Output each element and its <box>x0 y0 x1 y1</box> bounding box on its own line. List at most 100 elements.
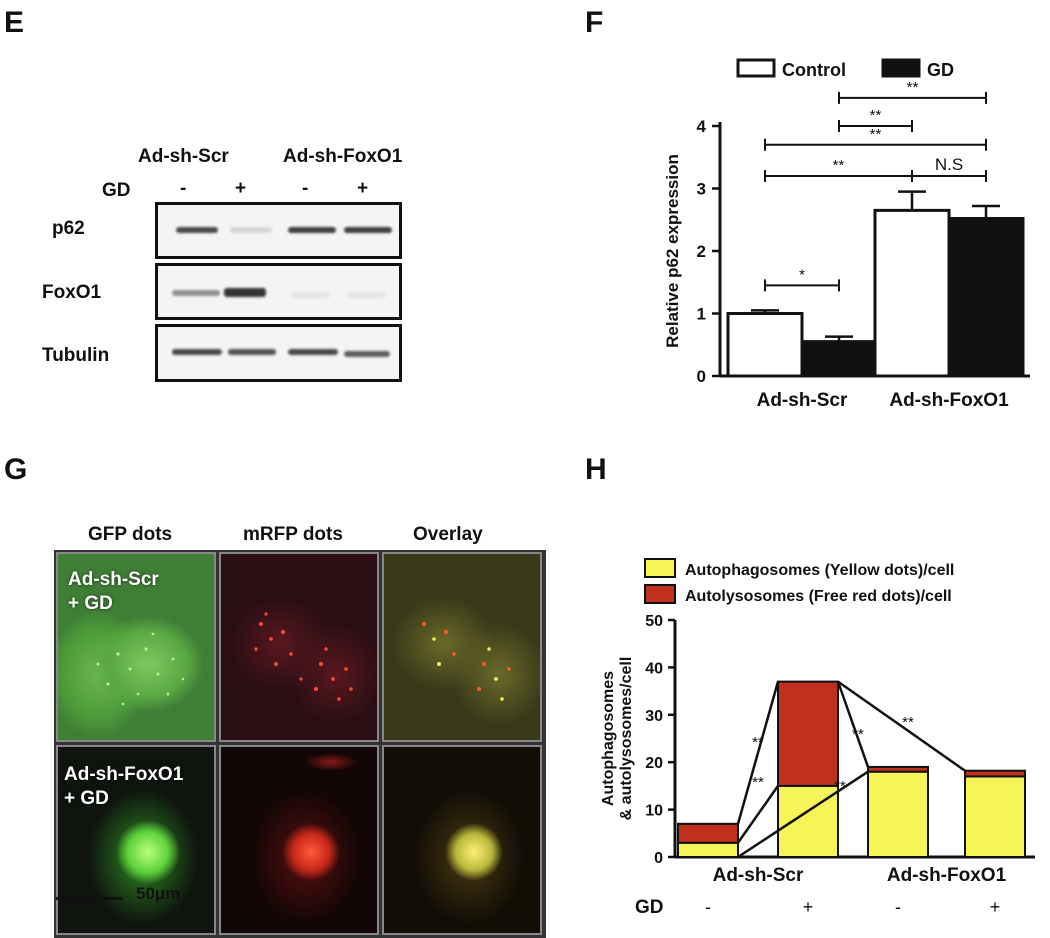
y-tick-label: 20 <box>645 755 663 772</box>
y-tick-label: 40 <box>645 660 663 677</box>
micro-column-label: GFP dots <box>88 524 173 545</box>
blot-band <box>176 227 218 233</box>
stacked-bar-segment <box>964 769 1026 778</box>
micro-row-label: Ad-sh-Scr + GD <box>68 569 159 614</box>
legend-swatch <box>881 58 921 78</box>
legend-swatch <box>644 584 676 604</box>
significance-label: ** <box>752 774 764 791</box>
micro-image-mrfp-scr <box>219 552 379 742</box>
bar <box>873 208 951 378</box>
y-tick-label: 1 <box>697 305 706 324</box>
stacked-bar-segment <box>867 770 929 858</box>
x-group-label: Ad-sh-FoxO1 <box>887 865 1007 886</box>
micro-image-overlay-foxo1 <box>382 745 542 935</box>
significance-label: ** <box>907 79 919 96</box>
blot-gd-sign: + <box>357 178 369 199</box>
y-tick-label: 2 <box>697 242 706 261</box>
significance-label: ** <box>870 107 882 124</box>
p62-bar-chart: Control GD 0 1 2 3 4 Relative p62 expression Ad… <box>663 58 1030 411</box>
blot-strip-foxo1 <box>155 263 402 320</box>
significance-label: ** <box>902 714 914 731</box>
blot-row-label: FoxO1 <box>42 282 102 303</box>
blot-band <box>348 292 386 298</box>
significance-label: ** <box>834 778 846 795</box>
micro-image-overlay-scr <box>382 552 542 742</box>
significance-label: ** <box>870 126 882 143</box>
micro-row-label: Ad-sh-FoxO1 + GD <box>64 764 184 809</box>
y-axis-label: & autolysosomes/cell <box>618 657 635 821</box>
autophagy-stacked-chart: Autophagosomes (Yellow dots)/cell Autolys… <box>600 558 1035 917</box>
stacked-bar-segment <box>867 765 929 773</box>
stacked-bar-segment <box>777 680 839 787</box>
x-category-label: Ad-sh-FoxO1 <box>889 390 1009 411</box>
blot-band <box>230 227 272 233</box>
blot-band <box>344 227 392 233</box>
x-category-label: Ad-sh-Scr <box>757 390 848 411</box>
y-axis-label: Relative p62 expression <box>663 154 682 348</box>
y-tick-label: 50 <box>645 613 663 630</box>
blot-strip-p62 <box>155 202 402 259</box>
y-tick-label: 4 <box>697 117 707 136</box>
significance-label: ** <box>752 734 764 751</box>
x-gd-sign: + <box>803 897 814 917</box>
blot-band <box>288 349 338 355</box>
significance-line <box>736 785 780 844</box>
legend-label: GD <box>927 60 954 80</box>
panel-label-f: F <box>585 6 604 39</box>
blot-row-label: p62 <box>52 218 85 239</box>
x-group-label: Ad-sh-Scr <box>713 865 804 886</box>
micro-grid: Ad-sh-Scr + GD <box>54 550 546 938</box>
bar <box>947 217 1025 378</box>
significance-line <box>737 770 869 859</box>
bar <box>800 340 878 378</box>
legend-label: Autolysosomes (Free red dots)/cell <box>685 588 952 605</box>
x-gd-sign: - <box>705 897 711 917</box>
blot-row-label: Tubulin <box>42 345 110 366</box>
blot-gd-sign: - <box>180 178 187 199</box>
y-tick-label: 10 <box>645 803 663 820</box>
green-dot-pattern <box>96 632 185 706</box>
scale-bar-label: 50μm <box>136 884 181 903</box>
significance-label: N.S <box>935 155 963 174</box>
x-gd-sign: - <box>895 897 901 917</box>
significance-line <box>837 680 966 772</box>
legend-label: Control <box>782 60 846 80</box>
panel-label-h: H <box>585 453 607 486</box>
blot-band <box>292 292 330 298</box>
blot-strip-tubulin <box>155 324 402 382</box>
legend-label: Autophagosomes (Yellow dots)/cell <box>685 562 954 579</box>
y-axis-label: Autophagosomes <box>600 671 617 806</box>
scale-bar <box>56 897 122 900</box>
panel-label-g: G <box>4 453 28 486</box>
stacked-bar-segment <box>677 822 739 844</box>
panel-label-e: E <box>4 6 25 39</box>
stacked-bar-segment <box>677 841 739 858</box>
blot-band <box>224 288 266 297</box>
micro-image-gfp-foxo1: Ad-sh-FoxO1 + GD <box>56 745 216 935</box>
blot-band <box>172 290 220 296</box>
significance-label: * <box>799 266 805 283</box>
blot-gd-sign: + <box>235 178 247 199</box>
micro-image-gfp-scr: Ad-sh-Scr + GD <box>56 552 216 742</box>
blot-gd-label: GD <box>102 180 131 201</box>
blot-band <box>172 349 222 355</box>
significance-label: ** <box>833 157 845 174</box>
blot-band <box>228 349 276 355</box>
micro-column-label: mRFP dots <box>243 524 343 545</box>
significance-line <box>736 681 780 825</box>
micro-column-label: Overlay <box>413 524 483 545</box>
significance-label: ** <box>852 726 864 743</box>
legend-swatch <box>644 558 676 578</box>
red-dot-pattern <box>254 612 353 701</box>
y-tick-label: 0 <box>697 367 706 386</box>
y-tick-label: 30 <box>645 708 663 725</box>
blot-group-label-scr: Ad-sh-Scr <box>138 146 229 167</box>
legend-swatch <box>736 58 776 78</box>
x-gd-sign: + <box>990 897 1001 917</box>
blot-group-label-foxo1: Ad-sh-FoxO1 <box>283 146 403 167</box>
blot-band <box>288 227 336 233</box>
bar <box>726 312 804 378</box>
blot-band <box>344 351 390 357</box>
x-gd-label: GD <box>635 897 664 917</box>
y-tick-label: 0 <box>654 850 663 867</box>
